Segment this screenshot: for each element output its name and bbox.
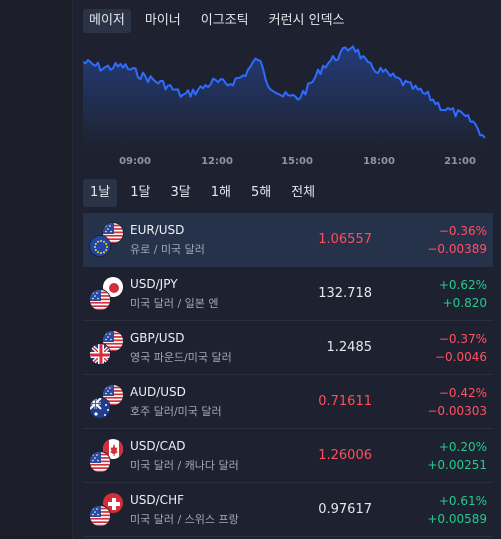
currency-flags: [89, 438, 125, 474]
change-percent: −0.42%: [438, 386, 487, 400]
change-percent: +0.62%: [438, 278, 487, 292]
pair-price: 1.2485: [326, 340, 373, 355]
price-area: [83, 46, 485, 148]
pair-symbol: USD/JPY: [130, 277, 178, 291]
range-all[interactable]: 전체: [291, 185, 316, 200]
list-item[interactable]: GBP/USD 영국 파운드/미국 달러 1.2485 −0.37% −0.00…: [83, 321, 493, 375]
tab-majors[interactable]: 메이저: [83, 9, 131, 33]
flag-us-icon: [89, 505, 111, 527]
tab-minors[interactable]: 마이너: [144, 13, 181, 28]
time-label-1800: 18:00: [363, 156, 395, 167]
tab-currency-indices[interactable]: 커런시 인덱스: [268, 13, 345, 28]
pair-description: 유로 / 미국 달러: [130, 243, 205, 256]
pair-price: 0.97617: [318, 502, 372, 517]
range-5y[interactable]: 5해: [250, 185, 272, 200]
change-percent: −0.36%: [438, 224, 487, 238]
flag-jp-icon: [102, 276, 124, 298]
currency-flags: [89, 492, 125, 528]
range-3m[interactable]: 3달: [170, 185, 191, 200]
tab-exotics[interactable]: 이그조틱: [200, 13, 249, 28]
list-item[interactable]: EUR/USD 유로 / 미국 달러 1.06557 −0.36% −0.003…: [83, 213, 493, 267]
category-tabs: 메이저 마이너 이그조틱 커런시 인덱스: [83, 9, 359, 33]
pair-price: 1.26006: [318, 448, 372, 463]
currency-list: EUR/USD 유로 / 미국 달러 1.06557 −0.36% −0.003…: [83, 213, 493, 537]
pair-description: 미국 달러 / 스위스 프랑: [130, 513, 239, 526]
pair-price: 0.71611: [318, 394, 372, 409]
pair-description: 호주 달러/미국 달러: [130, 405, 222, 418]
left-rail: [0, 0, 72, 539]
time-label-1200: 12:00: [201, 156, 233, 167]
price-line: [83, 45, 486, 139]
flag-us-icon: [89, 451, 111, 473]
range-selector: 1날 1달 3달 1해 5해 전체: [83, 179, 328, 207]
range-1d[interactable]: 1날: [83, 179, 118, 207]
change-absolute: −0.00303: [427, 404, 487, 418]
pair-description: 미국 달러 / 캐나다 달러: [130, 459, 239, 472]
change-absolute: +0.00589: [427, 512, 487, 526]
pair-price: 132.718: [318, 286, 372, 301]
change-absolute: +0.00251: [427, 458, 487, 472]
change-percent: +0.20%: [438, 440, 487, 454]
pair-symbol: USD/CAD: [130, 439, 186, 453]
change-absolute: −0.00389: [427, 242, 487, 256]
currency-flags: [89, 330, 125, 366]
pair-description: 미국 달러 / 일본 엔: [130, 297, 219, 310]
currency-flags: [89, 384, 125, 420]
flag-us-icon: [102, 222, 124, 244]
pair-symbol: GBP/USD: [130, 331, 185, 345]
time-label-2100: 21:00: [444, 156, 476, 167]
range-1y[interactable]: 1해: [210, 185, 231, 200]
pair-symbol: EUR/USD: [130, 223, 185, 237]
change-absolute: −0.0046: [434, 350, 487, 364]
pair-symbol: AUD/USD: [130, 385, 186, 399]
flag-gb-icon: [89, 343, 111, 365]
price-chart[interactable]: 09:00 12:00 15:00 18:00 21:00: [83, 38, 491, 168]
list-item[interactable]: USD/CHF 미국 달러 / 스위스 프랑 0.97617 +0.61% +0…: [83, 483, 493, 537]
time-label-1500: 15:00: [281, 156, 313, 167]
time-label-0900: 09:00: [119, 156, 151, 167]
range-1m[interactable]: 1달: [130, 185, 151, 200]
list-item[interactable]: USD/CAD 미국 달러 / 캐나다 달러 1.26006 +0.20% +0…: [83, 429, 493, 483]
currency-flags: [89, 276, 125, 312]
pair-price: 1.06557: [318, 232, 372, 247]
change-percent: −0.37%: [438, 332, 487, 346]
list-item[interactable]: AUD/USD 호주 달러/미국 달러 0.71611 −0.42% −0.00…: [83, 375, 493, 429]
flag-us-icon: [89, 289, 111, 311]
flag-au-icon: [89, 397, 111, 419]
change-percent: +0.61%: [438, 494, 487, 508]
flag-eu-icon: [89, 235, 111, 257]
currency-flags: [89, 222, 125, 258]
pair-symbol: USD/CHF: [130, 493, 184, 507]
list-item[interactable]: USD/JPY 미국 달러 / 일본 엔 132.718 +0.62% +0.8…: [83, 267, 493, 321]
change-absolute: +0.820: [442, 296, 487, 310]
pair-description: 영국 파운드/미국 달러: [130, 351, 232, 364]
